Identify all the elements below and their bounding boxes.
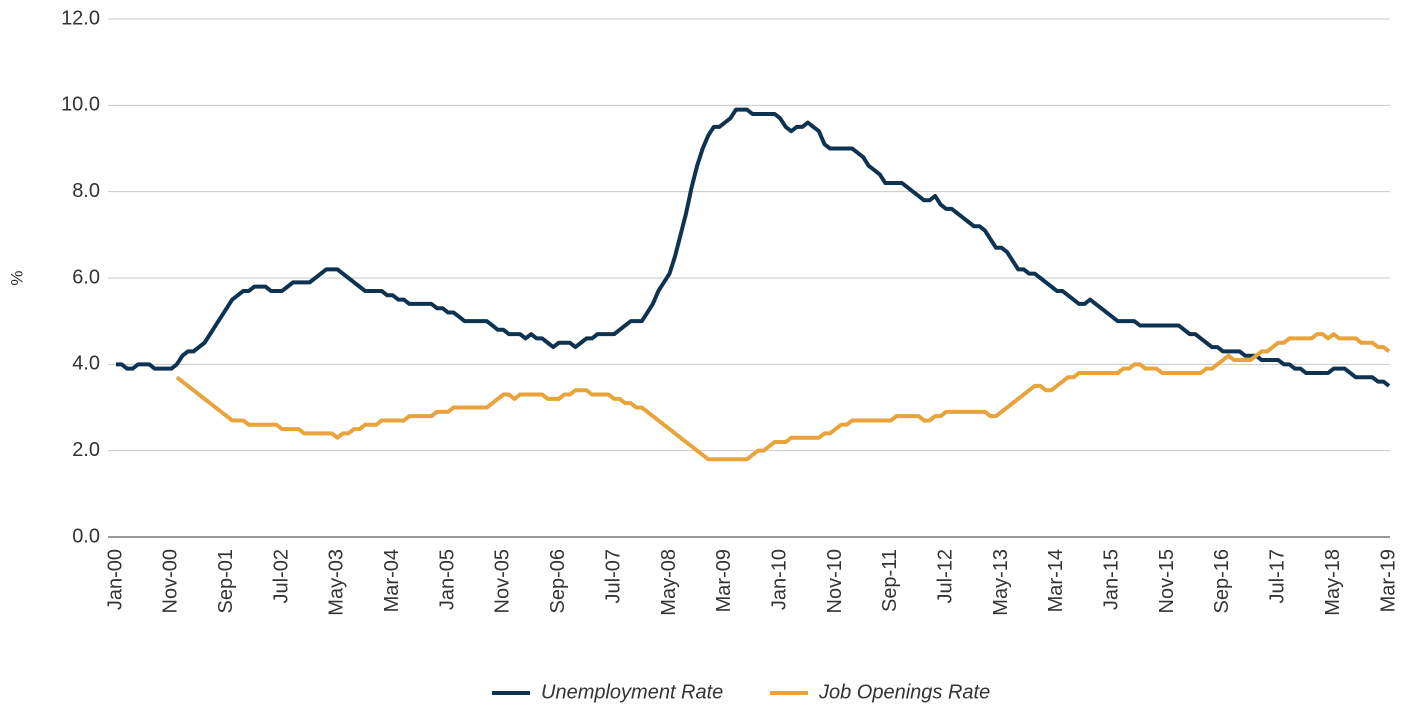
x-tick-label: Sep-11 [879,549,901,612]
legend-label: Job Openings Rate [818,681,990,703]
y-tick-label: 6.0 [72,266,100,288]
x-tick-label: Sep-16 [1211,549,1233,614]
x-tick-label: Jan-15 [1101,549,1123,610]
x-tick-label: Mar-04 [381,549,403,612]
x-tick-label: Jul-02 [270,549,292,603]
x-tick-label: Nov-00 [160,549,182,613]
x-tick-label: May-08 [658,549,680,616]
x-tick-label: Jan-10 [768,549,790,610]
legend-label: Unemployment Rate [541,681,723,703]
x-tick-label: Jan-00 [104,549,126,610]
x-tick-label: Mar-19 [1377,549,1399,612]
x-tick-label: May-18 [1322,549,1344,616]
y-tick-label: 2.0 [72,439,100,461]
x-tick-label: Nov-05 [492,549,514,613]
y-tick-label: 8.0 [72,180,100,202]
x-tick-label: Mar-09 [713,549,735,612]
x-tick-label: Jul-07 [602,549,624,603]
x-tick-label: May-13 [990,549,1012,616]
x-tick-label: May-03 [326,549,348,616]
x-tick-label: Sep-06 [547,549,569,614]
x-tick-label: Jul-12 [934,549,956,603]
x-tick-label: Nov-10 [824,549,846,613]
x-tick-label: Sep-01 [215,549,237,614]
y-tick-label: 0.0 [72,525,100,547]
y-axis-label: % [7,270,26,285]
x-tick-label: Jul-17 [1267,549,1289,603]
x-tick-label: Mar-14 [1045,549,1067,612]
y-tick-label: 4.0 [72,353,100,375]
y-tick-label: 10.0 [61,94,100,116]
x-tick-label: Jan-05 [436,549,458,610]
line-series [175,332,1391,462]
x-tick-label: Nov-15 [1156,549,1178,613]
line-series [116,107,1391,388]
y-tick-label: 12.0 [61,7,100,29]
